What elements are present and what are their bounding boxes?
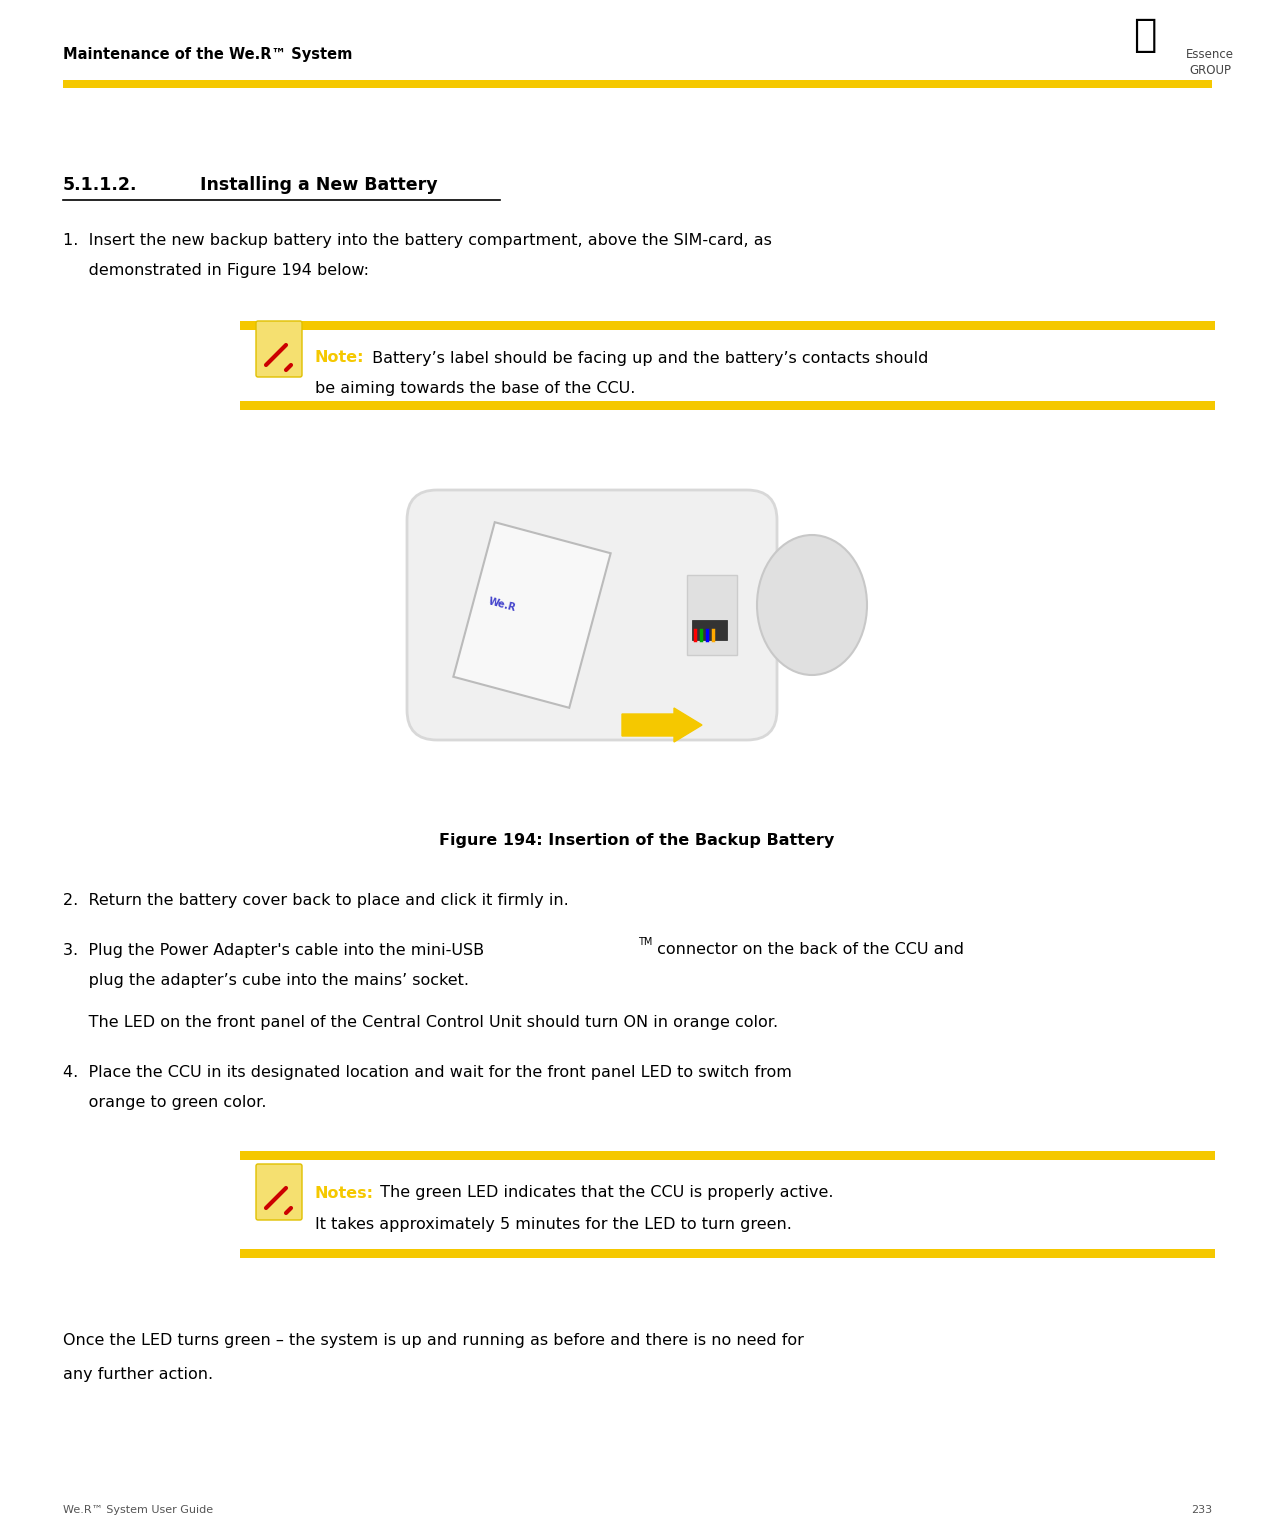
Text: Notes:: Notes: bbox=[315, 1186, 374, 1201]
Bar bbox=[62, 80, 1213, 87]
Bar bbox=[240, 1151, 1215, 1160]
Text: 🦉: 🦉 bbox=[1133, 15, 1156, 54]
Text: 3.  Plug the Power Adapter's cable into the mini-USB: 3. Plug the Power Adapter's cable into t… bbox=[62, 942, 485, 958]
Text: Maintenance of the We.R™ System: Maintenance of the We.R™ System bbox=[62, 47, 352, 63]
Bar bbox=[692, 620, 727, 640]
Text: Installing a New Battery: Installing a New Battery bbox=[200, 176, 437, 195]
Text: 233: 233 bbox=[1191, 1504, 1213, 1515]
Text: We.R™ System User Guide: We.R™ System User Guide bbox=[62, 1504, 213, 1515]
Text: Note:: Note: bbox=[315, 351, 365, 366]
Bar bbox=[240, 401, 1215, 411]
Bar bbox=[687, 574, 737, 656]
Text: Once the LED turns green – the system is up and running as before and there is n: Once the LED turns green – the system is… bbox=[62, 1333, 803, 1348]
Polygon shape bbox=[454, 522, 611, 708]
FancyBboxPatch shape bbox=[256, 1164, 302, 1219]
Text: be aiming towards the base of the CCU.: be aiming towards the base of the CCU. bbox=[315, 380, 635, 395]
Text: TM: TM bbox=[638, 938, 653, 947]
FancyBboxPatch shape bbox=[256, 322, 302, 377]
Bar bbox=[240, 322, 1215, 329]
Text: We.R: We.R bbox=[487, 596, 516, 613]
Text: Battery’s label should be facing up and the battery’s contacts should: Battery’s label should be facing up and … bbox=[367, 351, 928, 366]
FancyArrow shape bbox=[622, 708, 703, 741]
Bar bbox=[240, 1249, 1215, 1258]
Text: any further action.: any further action. bbox=[62, 1368, 213, 1382]
Text: 2.  Return the battery cover back to place and click it firmly in.: 2. Return the battery cover back to plac… bbox=[62, 893, 569, 907]
Text: Essence
GROUP: Essence GROUP bbox=[1186, 47, 1234, 77]
Text: plug the adapter’s cube into the mains’ socket.: plug the adapter’s cube into the mains’ … bbox=[62, 973, 469, 988]
Text: Figure 194: Insertion of the Backup Battery: Figure 194: Insertion of the Backup Batt… bbox=[440, 832, 835, 847]
Text: 1.  Insert the new backup battery into the battery compartment, above the SIM-ca: 1. Insert the new backup battery into th… bbox=[62, 233, 771, 248]
Text: connector on the back of the CCU and: connector on the back of the CCU and bbox=[652, 942, 964, 958]
FancyBboxPatch shape bbox=[407, 490, 776, 740]
Text: 4.  Place the CCU in its designated location and wait for the front panel LED to: 4. Place the CCU in its designated locat… bbox=[62, 1065, 792, 1080]
Ellipse shape bbox=[757, 535, 867, 676]
Text: 5.1.1.2.: 5.1.1.2. bbox=[62, 176, 138, 195]
Text: orange to green color.: orange to green color. bbox=[62, 1094, 266, 1109]
Text: The LED on the front panel of the Central Control Unit should turn ON in orange : The LED on the front panel of the Centra… bbox=[62, 1014, 778, 1030]
Text: The green LED indicates that the CCU is properly active.: The green LED indicates that the CCU is … bbox=[375, 1186, 834, 1201]
Text: demonstrated in Figure 194 below:: demonstrated in Figure 194 below: bbox=[62, 262, 368, 277]
Text: It takes approximately 5 minutes for the LED to turn green.: It takes approximately 5 minutes for the… bbox=[315, 1218, 792, 1233]
